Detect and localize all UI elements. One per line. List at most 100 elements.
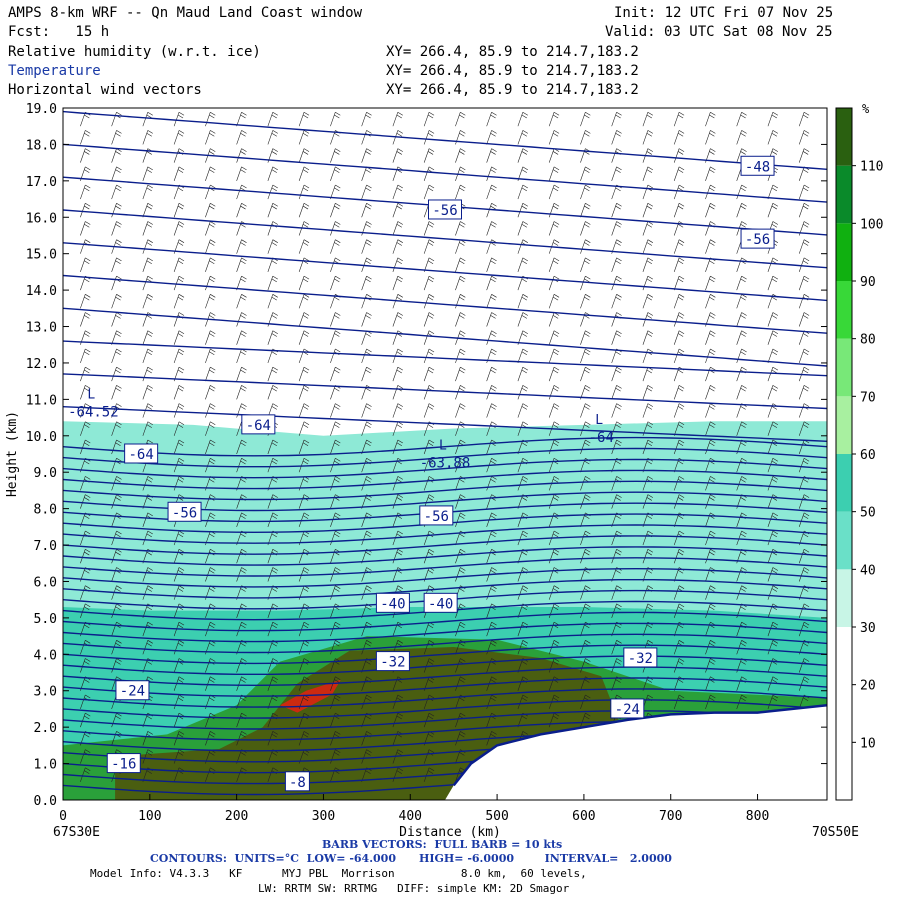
wind-barb (142, 257, 153, 272)
wind-barb (423, 439, 435, 455)
wind-barb (642, 366, 653, 382)
wind-barb (486, 203, 497, 218)
wind-barb (455, 111, 466, 127)
wind-barb (392, 366, 403, 382)
wind-barb (236, 348, 247, 364)
wind-barb (392, 257, 403, 272)
wind-barb (736, 403, 747, 418)
wind-barb (80, 385, 91, 400)
wind-barb (673, 494, 685, 509)
wind-barb (298, 239, 310, 254)
wind-barb (423, 330, 435, 345)
wind-barb (298, 385, 310, 400)
wind-barb (673, 166, 685, 181)
wind-barb (736, 312, 747, 327)
wind-barb (798, 403, 810, 418)
wind-barb (173, 749, 185, 764)
wind-barb (236, 731, 247, 746)
wind-barb (673, 184, 685, 200)
wind-barb (611, 494, 622, 509)
wind-barb (173, 111, 185, 127)
wind-barb (642, 403, 653, 418)
wind-barb (205, 403, 216, 418)
y-tick-label: 7.0 (34, 539, 57, 554)
wind-barb (517, 476, 528, 491)
wind-barb (173, 330, 185, 345)
contour-label: -16 (111, 757, 136, 773)
contour-label: -56 (172, 505, 197, 521)
wind-barb (142, 294, 153, 309)
barb-note: BARB VECTORS: FULL BARB = 10 kts (322, 838, 563, 851)
wind-barb (298, 421, 310, 436)
wind-barb (517, 184, 528, 200)
wind-barb (642, 203, 653, 218)
colorbar-segment (836, 165, 852, 224)
temperature-contour (63, 436, 827, 457)
colorbar-tick-label: 100 (860, 217, 883, 232)
wind-barb (142, 239, 153, 254)
wind-barb (205, 621, 216, 637)
colorbar-segment (836, 108, 852, 166)
wind-barb (455, 130, 466, 145)
wind-barb (673, 239, 685, 254)
wind-barb (111, 203, 122, 218)
wind-barb (267, 203, 278, 218)
wind-barb (80, 494, 91, 509)
y-tick-label: 2.0 (34, 721, 57, 736)
wind-barb (798, 166, 810, 181)
wind-barb (548, 658, 560, 673)
wind-barb (205, 166, 216, 181)
temperature-contour (63, 568, 827, 588)
wind-barb (205, 221, 216, 236)
wind-barb (423, 712, 435, 728)
wind-barb (611, 603, 622, 618)
wind-barb (736, 203, 747, 218)
extremum-marker: L (439, 438, 447, 453)
wind-barb (455, 294, 466, 309)
wind-barb (173, 439, 185, 455)
wind-barb (80, 767, 91, 782)
wind-barb (580, 348, 591, 364)
wind-barb (330, 348, 341, 364)
wind-barb (548, 166, 560, 181)
wind-barb (580, 130, 591, 145)
wind-barb (736, 148, 747, 163)
wind-barb (517, 203, 528, 218)
wind-barb (173, 348, 185, 364)
wind-barb (611, 439, 622, 455)
wind-barb (705, 603, 716, 618)
wind-barb (392, 312, 403, 327)
wind-barb (80, 549, 91, 564)
extremum-marker: L (595, 413, 603, 428)
wind-barb (642, 439, 653, 455)
wind-barb (580, 111, 591, 127)
wind-barb (330, 275, 341, 291)
y-tick-label: 3.0 (34, 685, 57, 700)
wind-barb (267, 221, 278, 236)
wind-barb (173, 203, 185, 218)
wind-barb (267, 166, 278, 181)
wind-barb (798, 203, 810, 218)
wind-barb (173, 585, 185, 600)
wind-barb (111, 148, 122, 163)
wind-barb (767, 676, 779, 691)
wind-barb (205, 439, 216, 455)
colorbar-tick-label: 30 (860, 621, 876, 636)
y-tick-label: 19.0 (26, 102, 57, 117)
wind-barb (298, 348, 310, 364)
wind-barb (455, 457, 466, 473)
wind-barb (236, 203, 247, 218)
wind-barb (173, 130, 185, 145)
wind-barb (736, 585, 747, 600)
wind-barb (580, 439, 591, 455)
wind-barb (298, 567, 310, 582)
wind-barb (267, 567, 278, 582)
valid-time: Valid: 03 UTC Sat 08 Nov 25 (605, 24, 833, 40)
wind-barb (580, 366, 591, 382)
wind-barb (486, 640, 497, 655)
wind-barb (798, 130, 810, 145)
contours-note: CONTOURS: UNITS=°C LOW= -64.000 HIGH= -6… (150, 852, 672, 865)
wind-barb (455, 731, 466, 746)
wind-barb (80, 257, 91, 272)
temperature-contour (63, 447, 827, 468)
